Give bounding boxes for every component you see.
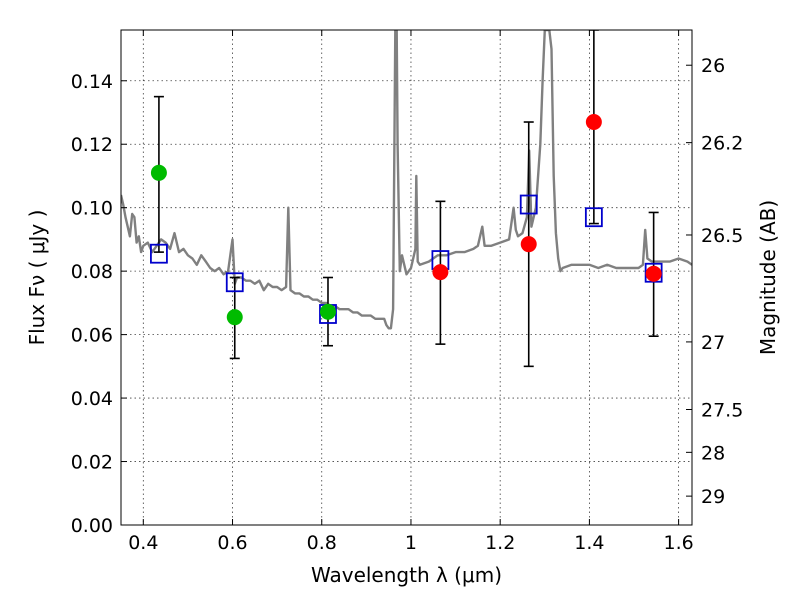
model-photometry-box — [225, 272, 244, 293]
y2-tick-label: 27.5 — [701, 400, 743, 422]
y2-tick-label: 26.2 — [701, 133, 743, 155]
axes-ticks: 0.4 0.6 0.8 1 1.2 1.4 1.6 0.00 0.02 0.04 0.06 0.08 0… — [71, 30, 743, 554]
y2-tick-label: 26 — [701, 55, 725, 77]
plot-area — [121, 30, 692, 368]
observed-flux-point — [226, 309, 243, 326]
x-tick-label: 0.8 — [307, 532, 337, 554]
model-photometry-box — [584, 207, 603, 228]
y-tick-label: 0.06 — [71, 325, 113, 347]
x-axis-label: Wavelength λ (μm) — [311, 563, 502, 587]
plot-frame — [120, 29, 693, 526]
y-tick-label: 0.10 — [71, 198, 113, 220]
x-tick-label: 1.2 — [485, 532, 515, 554]
grid — [121, 30, 692, 526]
observed-flux-point — [150, 164, 167, 181]
x-tick-label: 1 — [405, 532, 417, 554]
y2-tick-label: 26.5 — [701, 225, 743, 247]
observed-flux-point — [432, 264, 449, 281]
observed-flux-point — [319, 303, 336, 320]
y-tick-label: 0.08 — [71, 261, 113, 283]
y2-tick-label: 29 — [701, 486, 725, 508]
model-spectrum-line — [121, 30, 692, 330]
x-tick-label: 0.6 — [217, 532, 247, 554]
model-photometry-box — [519, 194, 538, 215]
y-tick-label: 0.04 — [71, 388, 113, 410]
observed-flux-point — [520, 236, 537, 253]
x-tick-label: 1.4 — [574, 532, 604, 554]
model-photometry-box — [644, 262, 663, 283]
y-tick-label: 0.14 — [71, 71, 113, 93]
model-photometry-box — [150, 243, 168, 264]
y-tick-label: 0.00 — [71, 515, 113, 537]
y2-tick-label: 28 — [701, 442, 725, 464]
x-tick-label: 1.6 — [664, 532, 694, 554]
x-tick-label: 0.4 — [128, 532, 158, 554]
y-tick-label: 0.12 — [71, 134, 113, 156]
observed-flux-point — [645, 265, 662, 282]
y-tick-label: 0.02 — [71, 452, 113, 474]
y2-tick-label: 27 — [701, 332, 725, 354]
observed-flux-point — [585, 114, 602, 131]
y2-axis-label: Magnitude (AB) — [756, 200, 780, 355]
y-axis-label: Flux Fν ( μJy ) — [25, 210, 49, 346]
